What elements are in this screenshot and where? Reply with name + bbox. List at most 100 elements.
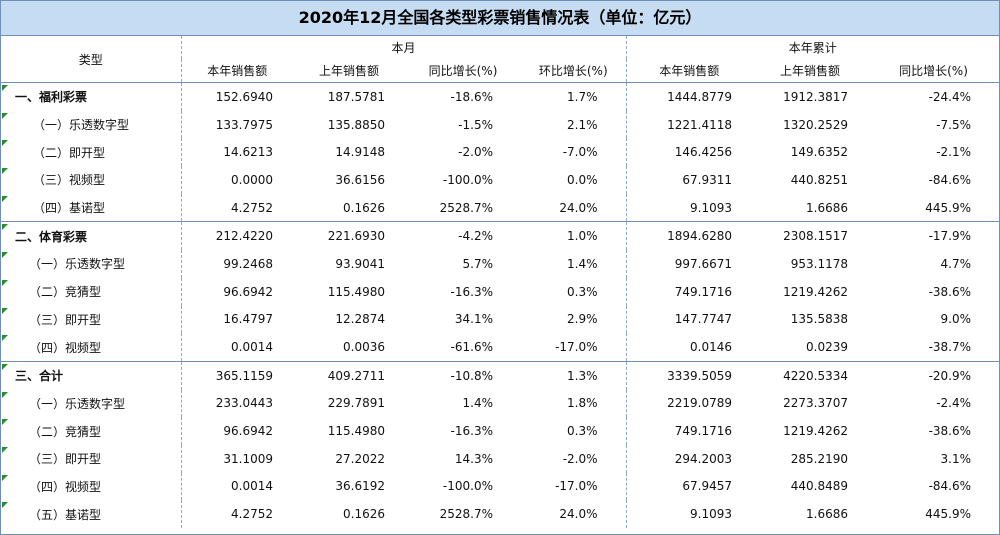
cell-month-prev-sales: 36.6192 <box>335 479 385 494</box>
cell-month-yoy: -2.0% <box>458 145 493 160</box>
cell-month-yoy: -100.0% <box>442 479 493 494</box>
table-row: （一）乐透数字型 233.0443 229.7891 1.4% 1.8% 2219.078… <box>1 389 999 418</box>
cell-ytd-prev-sales: 1320.2529 <box>783 117 849 132</box>
sales-table: 类型 本月 本年累计 本年销售额 上年销售额 同比增长(%) 环比增长(%) 本… <box>1 36 1000 528</box>
cell-ytd-prev-sales: 1.6686 <box>806 200 849 215</box>
cell-ytd-sales: 1221.4118 <box>625 110 753 139</box>
row-type-name: （三）即开型 <box>1 306 181 334</box>
cell-marker-icon <box>2 85 8 91</box>
cell-marker-icon <box>2 391 8 398</box>
cell-marker-icon <box>2 474 8 481</box>
cell-marker-icon <box>2 363 8 370</box>
cell-ytd-prev-sales: 1219.4262 <box>783 284 849 299</box>
cell-ytd-yoy: -7.5% <box>936 117 972 132</box>
cell-ytd-prev-sales: 2273.3707 <box>783 396 849 411</box>
cell-ytd-yoy: -38.6% <box>928 424 972 439</box>
cell-ytd-sales: 1894.6280 <box>625 221 753 251</box>
row-type-name: （三）即开型 <box>1 445 181 473</box>
row-type-label: （四）视频型 <box>29 479 102 494</box>
cell-month-prev-sales: 187.5781 <box>293 81 405 111</box>
cell-ytd-sales: 749.1716 <box>625 277 753 306</box>
cell-month-sales: 96.6942 <box>180 417 293 445</box>
cell-month-mom: 2.9% <box>567 312 598 327</box>
cell-month-mom: 24.0% <box>559 507 598 522</box>
cell-month-prev-sales: 229.7891 <box>327 396 385 411</box>
cell-ytd-sales: 2219.0789 <box>625 389 753 418</box>
cell-month-sales: 16.4797 <box>180 305 293 334</box>
header-col-ytd-sales: 本年销售额 <box>625 59 753 83</box>
row-type-name: 二、体育彩票 <box>1 221 181 251</box>
table-row: （四）视频型 0.0014 36.6192 -100.0% -17.0% 67.9457 4… <box>1 472 999 501</box>
cell-month-mom: 1.8% <box>567 396 598 411</box>
row-type-name: 三、合计 <box>1 360 181 390</box>
cell-ytd-sales: 749.1716 <box>625 417 753 445</box>
cell-month-prev-sales: 409.2711 <box>293 360 405 390</box>
cell-ytd-yoy: -2.1% <box>936 145 972 160</box>
cell-month-mom: 0.0% <box>567 172 598 187</box>
cell-month-sales: 133.7975 <box>180 110 293 139</box>
cell-ytd-yoy: -38.7% <box>928 340 972 355</box>
header-col-month-mom: 环比增长(%) <box>521 59 627 83</box>
row-type-label: 一、福利彩票 <box>15 90 88 105</box>
cell-month-yoy: -1.5% <box>458 117 493 132</box>
cell-marker-icon <box>2 335 8 342</box>
cell-ytd-prev-sales: 440.8251 <box>790 172 849 187</box>
cell-ytd-prev-sales: 1912.3817 <box>752 81 869 111</box>
cell-ytd-sales: 294.2003 <box>625 444 753 473</box>
row-type-label: （四）视频型 <box>29 340 102 355</box>
row-type-name: （四）视频型 <box>1 473 181 501</box>
cell-month-yoy: 2528.7% <box>439 507 493 522</box>
cell-ytd-prev-sales: 135.5838 <box>790 312 849 327</box>
row-type-label: （二）竞猜型 <box>29 285 102 300</box>
cell-ytd-prev-sales: 1219.4262 <box>783 424 849 439</box>
header-type: 类型 <box>1 36 181 83</box>
cell-ytd-yoy: 9.0% <box>940 312 972 327</box>
row-type-label: （二）竞猜型 <box>29 424 102 439</box>
cell-ytd-yoy: -84.6% <box>928 479 972 494</box>
row-type-label: （三）视频型 <box>33 173 106 188</box>
table-row: （二）竞猜型 96.6942 115.4980 -16.3% 0.3% 749.1716 1… <box>1 417 999 445</box>
cell-ytd-yoy: 3.1% <box>940 451 972 466</box>
cell-month-mom: -7.0% <box>562 145 598 160</box>
row-type-name: （三）视频型 <box>1 166 181 194</box>
row-type-label: （三）即开型 <box>29 312 102 327</box>
cell-month-mom: 1.7% <box>521 81 627 111</box>
row-type-name: （一）乐透数字型 <box>1 390 181 418</box>
cell-marker-icon <box>2 112 8 119</box>
cell-ytd-sales: 997.6671 <box>625 250 753 278</box>
header-month-group: 本月 <box>180 36 627 59</box>
row-type-name: （一）乐透数字型 <box>1 111 181 139</box>
table-group-row: 三、合计 365.1159 409.2711 -10.8% 1.3% 3339.5059 4… <box>1 360 1000 390</box>
cell-month-prev-sales: 93.9041 <box>335 256 385 271</box>
cell-month-sales: 4.2752 <box>180 193 293 222</box>
row-type-label: （一）乐透数字型 <box>29 396 126 411</box>
cell-marker-icon <box>2 168 8 175</box>
cell-month-yoy: -18.6% <box>405 81 521 111</box>
cell-month-mom: -17.0% <box>555 479 598 494</box>
table-row: （三）即开型 16.4797 12.2874 34.1% 2.9% 147.7747 135… <box>1 305 999 334</box>
cell-ytd-sales: 9.1093 <box>625 500 753 528</box>
cell-ytd-yoy: -20.9% <box>868 360 1000 390</box>
cell-ytd-yoy: 445.9% <box>925 507 972 522</box>
cell-month-prev-sales: 0.0036 <box>343 340 385 355</box>
cell-month-mom: 1.0% <box>521 221 627 251</box>
row-type-label: （三）即开型 <box>29 452 102 467</box>
cell-ytd-prev-sales: 1.6686 <box>806 507 849 522</box>
cell-month-mom: 1.3% <box>521 360 627 390</box>
report-title: 2020年12月全国各类型彩票销售情况表（单位：亿元） <box>1 1 999 36</box>
cell-ytd-yoy: -17.9% <box>868 221 1000 251</box>
cell-month-sales: 31.1009 <box>180 444 293 473</box>
row-type-name: （四）视频型 <box>1 333 181 361</box>
cell-marker-icon <box>2 307 8 314</box>
row-type-label: （四）基诺型 <box>33 201 106 216</box>
cell-marker-icon <box>2 195 8 202</box>
cell-month-prev-sales: 27.2022 <box>335 451 385 466</box>
cell-marker-icon <box>2 502 8 509</box>
cell-month-sales: 212.4220 <box>180 221 293 251</box>
cell-month-yoy: 14.3% <box>454 451 493 466</box>
cell-month-yoy: -4.2% <box>405 221 521 251</box>
cell-ytd-prev-sales: 953.1178 <box>790 256 849 271</box>
table-row: （五）基诺型 4.2752 0.1626 2528.7% 24.0% 9.1093 1.66… <box>1 500 999 528</box>
cell-marker-icon <box>2 224 8 231</box>
